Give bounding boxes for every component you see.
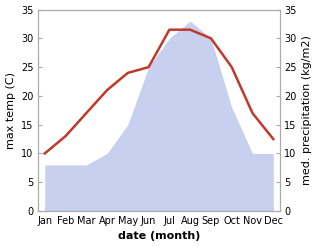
Y-axis label: med. precipitation (kg/m2): med. precipitation (kg/m2) bbox=[302, 35, 313, 185]
Y-axis label: max temp (C): max temp (C) bbox=[5, 72, 16, 149]
X-axis label: date (month): date (month) bbox=[118, 231, 200, 242]
